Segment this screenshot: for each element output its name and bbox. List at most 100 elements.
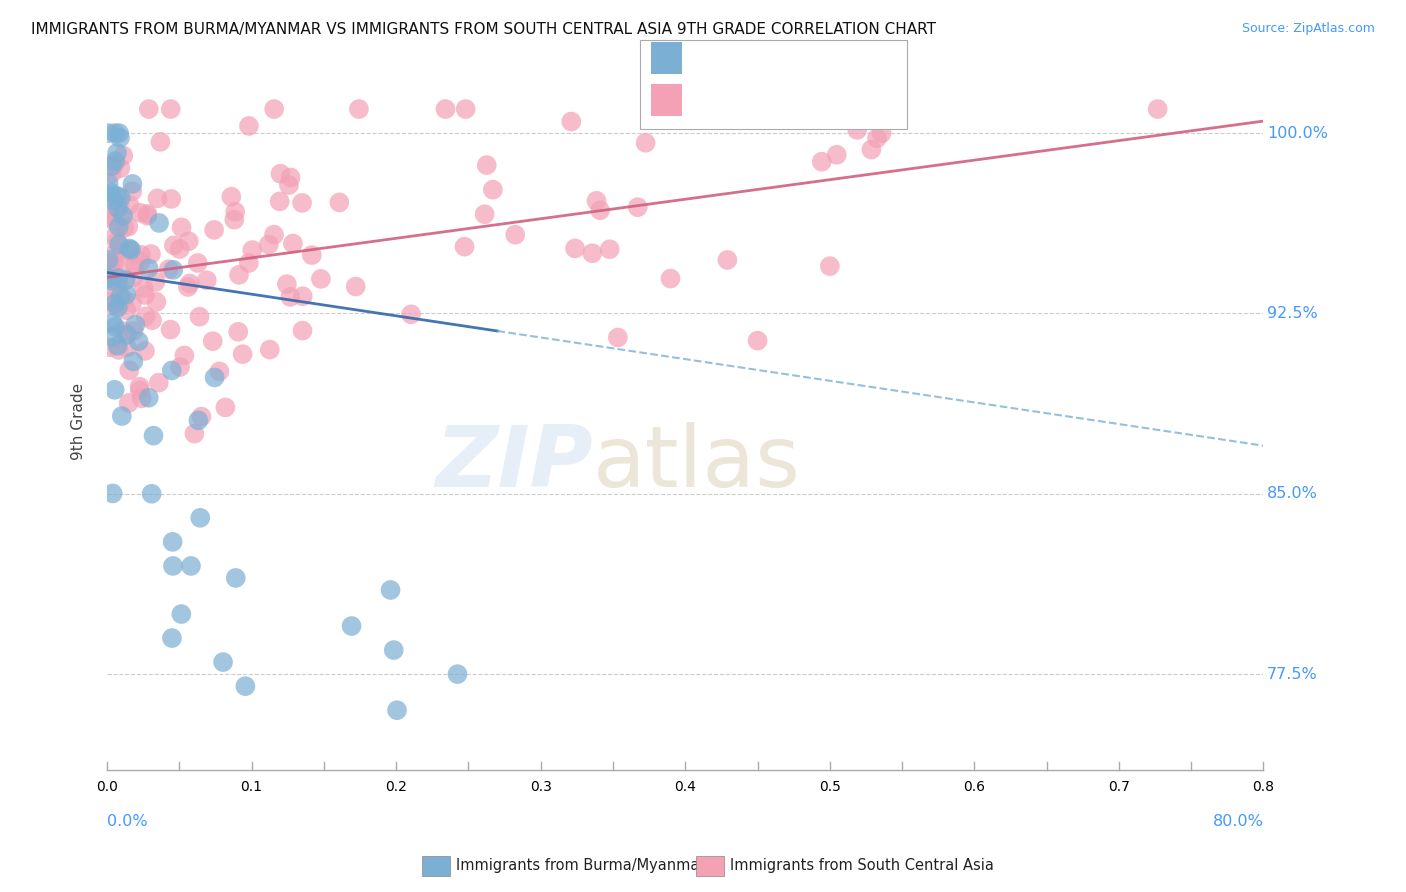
Point: [118, 244, 141, 258]
Point: [115, 327, 138, 342]
Point: [138, 391, 160, 405]
Point: [585, 194, 607, 208]
Point: [157, 262, 180, 277]
Point: [344, 279, 367, 293]
Point: [135, 310, 157, 324]
Point: [134, 343, 156, 358]
Point: [669, 107, 692, 121]
Point: [97, 176, 120, 190]
Point: [108, 237, 131, 252]
Point: [138, 102, 160, 116]
Point: [100, 256, 122, 270]
Point: [190, 409, 212, 424]
Point: [114, 255, 136, 269]
Point: [818, 259, 841, 273]
Point: [195, 273, 218, 287]
Point: [870, 126, 893, 140]
Point: [228, 268, 250, 282]
Point: [269, 194, 291, 209]
Point: [103, 298, 125, 312]
Point: [112, 220, 135, 235]
Point: [204, 370, 226, 384]
Point: [97, 280, 120, 294]
Point: [136, 207, 159, 221]
Point: [107, 339, 129, 353]
Point: [115, 341, 138, 355]
Point: [347, 102, 370, 116]
Point: [122, 270, 145, 285]
Point: [160, 192, 183, 206]
Point: [238, 256, 260, 270]
Point: [291, 324, 314, 338]
Point: [170, 220, 193, 235]
Point: [104, 255, 127, 269]
Point: [328, 195, 350, 210]
Point: [100, 166, 122, 180]
Point: [276, 277, 298, 292]
Point: [159, 102, 181, 116]
Point: [183, 426, 205, 441]
Point: [105, 274, 128, 288]
Point: [169, 242, 191, 256]
Point: [1146, 102, 1168, 116]
Point: [138, 261, 160, 276]
Point: [148, 216, 170, 230]
Point: [118, 242, 141, 256]
Point: [187, 256, 209, 270]
Point: [139, 247, 162, 261]
Point: [103, 214, 125, 228]
Point: [100, 271, 122, 285]
Point: [107, 271, 129, 285]
Point: [173, 348, 195, 362]
Point: [121, 296, 143, 310]
Point: [187, 413, 209, 427]
Point: [340, 619, 363, 633]
Point: [129, 248, 152, 262]
Point: [225, 571, 247, 585]
Point: [177, 280, 200, 294]
Point: [278, 178, 301, 192]
Point: [560, 114, 582, 128]
Point: [132, 281, 155, 295]
Text: 85.0%: 85.0%: [1267, 486, 1317, 501]
Point: [238, 119, 260, 133]
Text: Immigrants from Burma/Myanmar: Immigrants from Burma/Myanmar: [456, 858, 704, 872]
Point: [122, 354, 145, 368]
Point: [101, 329, 124, 343]
Point: [446, 667, 468, 681]
Point: [180, 558, 202, 573]
Point: [107, 301, 129, 315]
Point: [128, 379, 150, 393]
Point: [115, 287, 138, 301]
Point: [117, 219, 139, 234]
Text: 80.0%: 80.0%: [1212, 814, 1264, 829]
Point: [104, 126, 127, 140]
Point: [454, 102, 477, 116]
Point: [160, 363, 183, 377]
Point: [108, 126, 131, 140]
Point: [385, 703, 408, 717]
Point: [627, 200, 650, 214]
Y-axis label: 9th Grade: 9th Grade: [72, 383, 86, 460]
Point: [107, 189, 129, 203]
Point: [141, 487, 163, 501]
Point: [97, 271, 120, 285]
Text: IMMIGRANTS FROM BURMA/MYANMAR VS IMMIGRANTS FROM SOUTH CENTRAL ASIA 9TH GRADE CO: IMMIGRANTS FROM BURMA/MYANMAR VS IMMIGRA…: [31, 22, 936, 37]
Point: [201, 334, 224, 348]
Point: [589, 203, 612, 218]
Point: [108, 130, 131, 145]
Point: [111, 324, 134, 338]
Point: [118, 198, 141, 212]
Point: [162, 263, 184, 277]
Point: [263, 102, 285, 116]
Point: [810, 154, 832, 169]
Point: [301, 248, 323, 262]
Point: [98, 207, 121, 221]
Point: [214, 401, 236, 415]
Point: [121, 184, 143, 198]
Point: [148, 376, 170, 390]
Point: [110, 289, 132, 303]
Point: [97, 259, 120, 273]
Point: [259, 343, 281, 357]
Point: [108, 198, 131, 212]
